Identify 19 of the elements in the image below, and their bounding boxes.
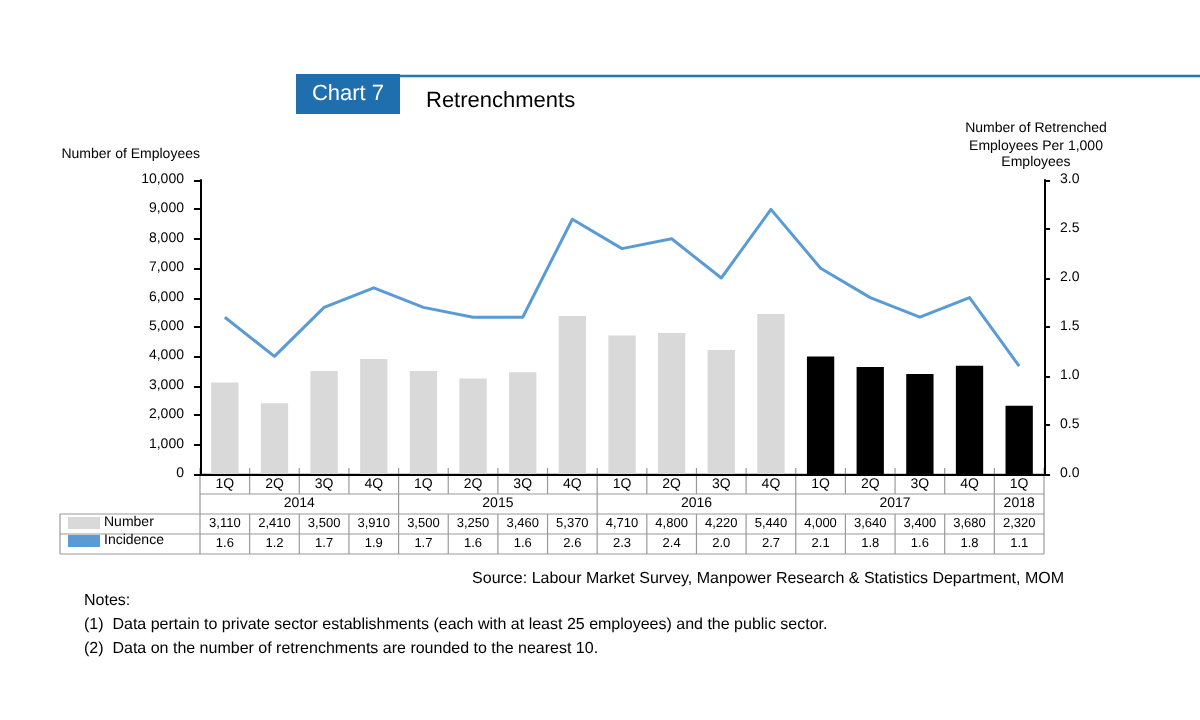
bar [409, 371, 438, 474]
text: (1) Data pertain to private sector establishments (each with at least 25 employees) and the public sector. [84, 615, 828, 633]
bar [260, 403, 289, 474]
source-note: Source: Labour Market Survey, Manpower Research & Statistics Department, MOM [472, 569, 1065, 587]
bar [310, 371, 338, 474]
bar [558, 316, 587, 474]
line-series [223, 207, 1021, 368]
bar [360, 359, 388, 474]
bar [757, 314, 785, 474]
text: (2) Data on the number of retrenchments are rounded to the nearest 10. [84, 639, 599, 657]
bar [657, 332, 686, 474]
bar [509, 372, 537, 474]
bar [211, 382, 239, 474]
bar [459, 378, 487, 474]
chart-title: Retrenchments [426, 89, 577, 113]
chart-subtitle: Chart 7 [311, 82, 385, 106]
bar [608, 335, 636, 474]
bar [707, 349, 735, 474]
text: Notes: [84, 591, 131, 609]
